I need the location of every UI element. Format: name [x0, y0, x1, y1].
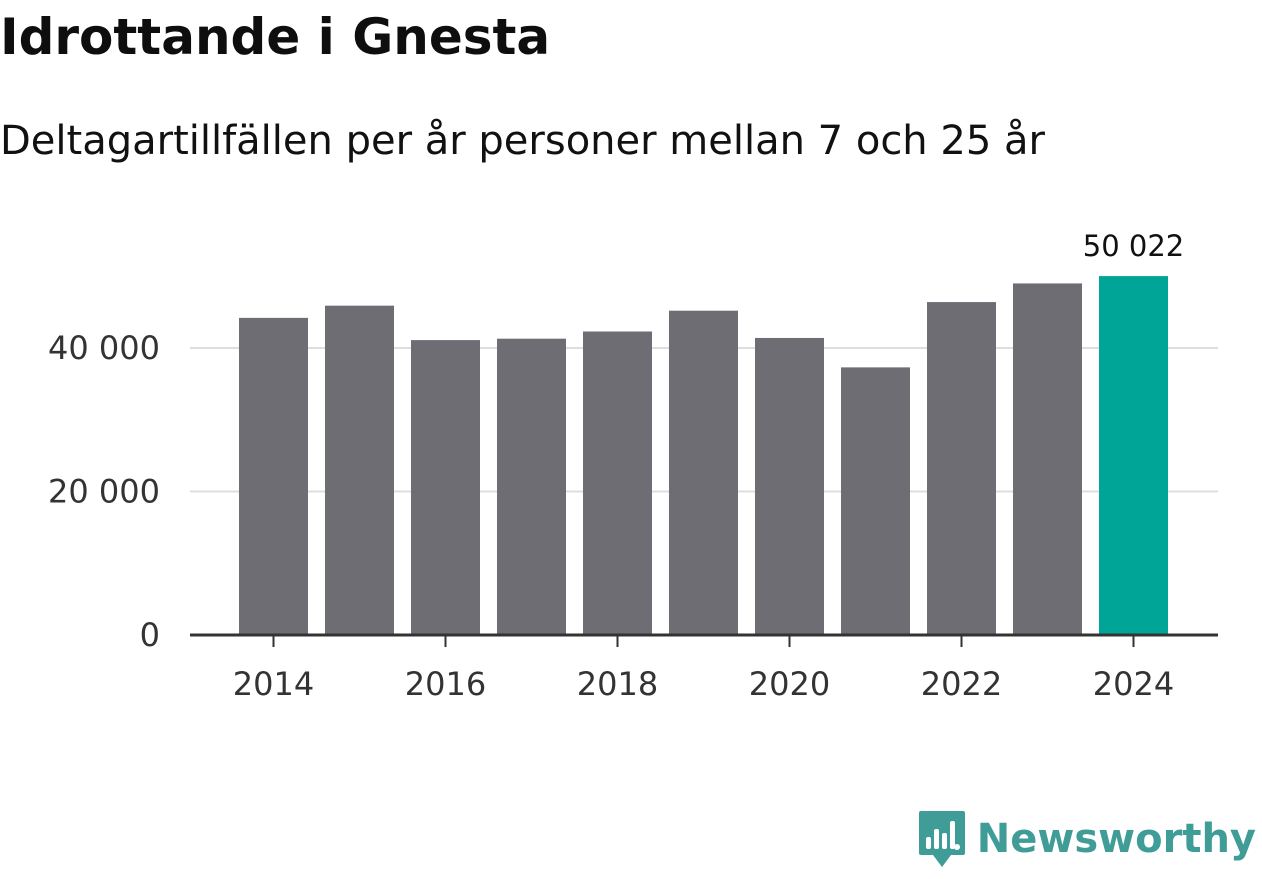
bar-2023: [1013, 283, 1082, 635]
bar-2017: [497, 338, 566, 635]
y-tick-label: 0: [140, 616, 160, 654]
bar-2015: [325, 305, 394, 635]
x-tick-label: 2022: [921, 665, 1002, 703]
newsworthy-logo-icon: [918, 811, 965, 867]
bar-2014: [239, 317, 308, 635]
bar-2021: [841, 367, 910, 635]
x-tick-label: 2014: [233, 665, 314, 703]
bar-2016: [411, 340, 480, 635]
x-tick-label: 2020: [749, 665, 830, 703]
bars: [239, 276, 1168, 635]
bar-2022: [927, 302, 996, 635]
y-tick-label: 20 000: [48, 473, 160, 511]
axes: [190, 633, 1218, 647]
chart-subtitle: Deltagartillfällen per år personer mella…: [0, 118, 1045, 164]
y-tick-label: 40 000: [48, 329, 160, 367]
bar-2024: [1099, 276, 1168, 635]
x-tick-label: 2016: [405, 665, 486, 703]
x-tick-label: 2024: [1093, 665, 1174, 703]
bar-2020: [755, 337, 824, 635]
chart-title: Idrottande i Gnesta: [0, 8, 551, 66]
x-tick-label: 2018: [577, 665, 658, 703]
data-label: 50 022: [1083, 229, 1184, 263]
bar-2019: [669, 310, 738, 635]
bar-2018: [583, 331, 652, 635]
labels: 0 20 000 40 000 50 022 2014 2016 2018 2020 2022 2…: [48, 229, 1184, 703]
brand-name: Newsworthy: [976, 816, 1256, 862]
brand: Newsworthy: [917, 809, 1256, 869]
